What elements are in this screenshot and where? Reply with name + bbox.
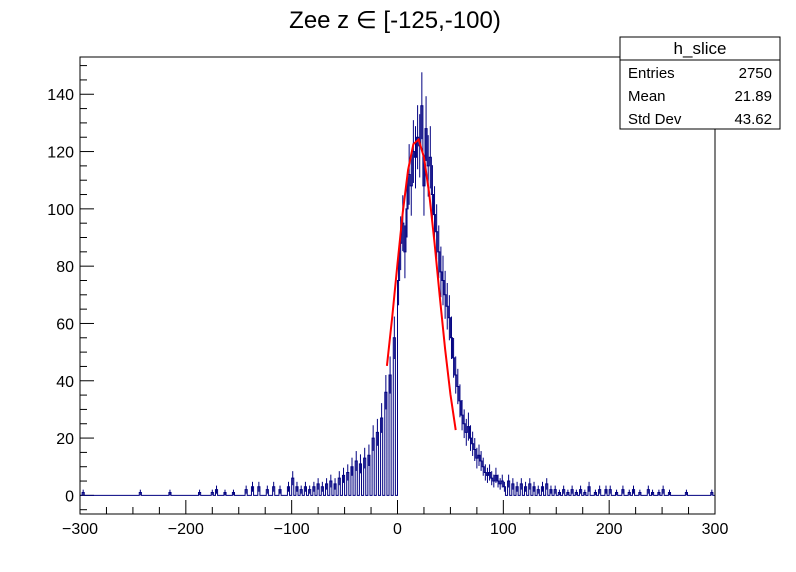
- fit-curve: [385, 137, 457, 431]
- stats-mean-label: Mean: [628, 88, 666, 105]
- y-tick-label: 100: [47, 202, 74, 219]
- x-tick-label: −100: [274, 521, 310, 538]
- y-tick-label: 140: [47, 87, 74, 104]
- y-tick-label: 40: [56, 374, 74, 391]
- chart-title: Zee z ∈ [-125,-100): [289, 7, 501, 34]
- x-tick-label: 200: [596, 521, 623, 538]
- stats-mean-value: 21.89: [734, 88, 772, 105]
- plot-frame: [79, 56, 716, 515]
- histogram-series: [80, 72, 715, 496]
- y-tick-label: 60: [56, 316, 74, 333]
- y-tick-label: 120: [47, 145, 74, 162]
- y-tick-label: 80: [56, 259, 74, 276]
- axes: −300 −200 −100 0 100 200 300 0 20 40 60 80 100 120 140: [47, 65, 729, 538]
- stats-box-frame: [619, 36, 781, 130]
- stats-box-title: h_slice: [674, 39, 727, 58]
- x-tick-label: −200: [168, 521, 204, 538]
- x-tick-label: 100: [490, 521, 517, 538]
- x-tick-label: −300: [62, 521, 98, 538]
- stats-box: h_slice Entries 2750 Mean 21.89 Std Dev …: [619, 36, 781, 130]
- histogram-outline: [80, 105, 715, 496]
- fit-curve-series: [385, 137, 457, 431]
- y-tick-label: 0: [65, 488, 74, 505]
- x-tick-label: 300: [702, 521, 729, 538]
- stats-entries-value: 2750: [739, 65, 772, 82]
- stats-stddev-label: Std Dev: [628, 111, 682, 128]
- stats-stddev-value: 43.62: [734, 111, 772, 128]
- y-tick-label: 20: [56, 431, 74, 448]
- stats-entries-label: Entries: [628, 65, 675, 82]
- x-tick-label: 0: [393, 521, 402, 538]
